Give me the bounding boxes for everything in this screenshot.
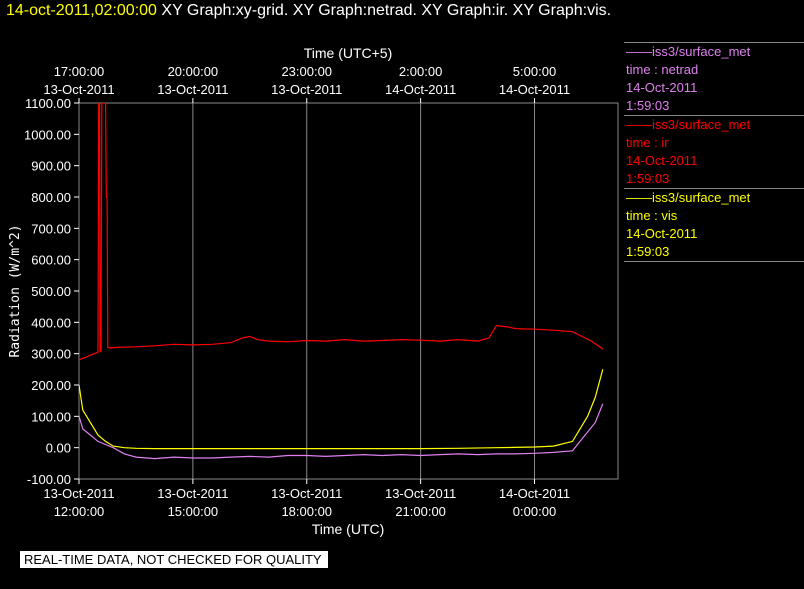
y-tick-label: 400.00: [31, 315, 71, 330]
y-tick-label: 100.00: [31, 409, 71, 424]
y-axis-label: Radiation (W/m^2): [8, 224, 23, 357]
x-tick-date: 13-Oct-2011: [385, 486, 456, 501]
legend-var: time : vis: [626, 208, 678, 223]
legend-entry-ir: ——iss3/surface_met time : ir 14-Oct-2011…: [624, 116, 804, 188]
y-tick-label: 1100.00: [25, 96, 71, 111]
series-vis-line: [79, 369, 604, 450]
x2-tick-time: 2:00:00: [399, 64, 442, 79]
legend-entry-netrad: ——iss3/surface_met time : netrad 14-Oct-…: [624, 43, 804, 115]
x2-axis-label: Time (UTC+5): [304, 45, 393, 61]
x-tick-time: 12:00:00: [54, 504, 105, 519]
grid-lines: [192, 103, 535, 479]
x-tick-time: 18:00:00: [281, 504, 332, 519]
legend-date: 14-Oct-2011: [626, 226, 698, 241]
series-lines: [79, 103, 604, 460]
x2-tick-time: 23:00:00: [281, 64, 332, 79]
x-tick-time: 0:00:00: [513, 504, 556, 519]
x-tick-date: 13-Oct-2011: [271, 486, 342, 501]
x-tick-date: 14-Oct-2011: [499, 486, 570, 501]
legend: ——iss3/surface_met time : netrad 14-Oct-…: [624, 42, 804, 262]
x2-tick-date: 14-Oct-2011: [499, 82, 570, 97]
quality-banner: REAL-TIME DATA, NOT CHECKED FOR QUALITY: [20, 551, 328, 568]
x2-tick-date: 13-Oct-2011: [271, 82, 342, 97]
y-tick-label: 0.00: [46, 441, 71, 456]
x-tick-time: 15:00:00: [168, 504, 219, 519]
y-tick-label: 500.00: [31, 284, 71, 299]
x2-tick-date: 13-Oct-2011: [157, 82, 228, 97]
legend-entry-vis: ——iss3/surface_met time : vis 14-Oct-201…: [624, 189, 804, 261]
y-axis: 1100.00 1000.00 900.00 800.00 700.00 600.00 50…: [24, 96, 79, 487]
x-tick-time: 21:00:00: [395, 504, 446, 519]
x-axis-bottom: 13-Oct-2011 12:00:00 13-Oct-2011 15:00:00 13…: [43, 479, 570, 519]
x2-tick-date: 13-Oct-2011: [43, 82, 114, 97]
y-tick-label: 600.00: [31, 253, 71, 268]
legend-name: ——iss3/surface_met: [626, 44, 751, 59]
plot-frame: [78, 102, 619, 480]
legend-date: 14-Oct-2011: [626, 153, 698, 168]
legend-time: 1:59:03: [626, 98, 670, 113]
graph-list: XY Graph:xy-grid. XY Graph:netrad. XY Gr…: [161, 2, 612, 19]
x2-tick-date: 14-Oct-2011: [385, 82, 456, 97]
x-axis-top: 17:00:00 13-Oct-2011 20:00:00 13-Oct-2011 23…: [43, 64, 570, 103]
y-tick-label: 300.00: [31, 347, 71, 362]
graph-title: 14-oct-2011,02:00:00 XY Graph:xy-grid. X…: [6, 2, 611, 20]
y-tick-label: 200.00: [31, 378, 71, 393]
series-ir-line: [79, 103, 604, 361]
legend-time: 1:59:03: [626, 171, 670, 186]
x2-tick-time: 20:00:00: [168, 64, 219, 79]
y-tick-label: 800.00: [31, 190, 71, 205]
y-tick-label: 1000.00: [24, 127, 71, 142]
legend-name: ——iss3/surface_met: [626, 190, 751, 205]
legend-var: time : ir: [626, 135, 669, 150]
x-axis-label: Time (UTC): [312, 521, 385, 537]
y-tick-label: -100.00: [27, 472, 71, 487]
y-tick-label: 900.00: [31, 159, 71, 174]
legend-date: 14-Oct-2011: [626, 80, 698, 95]
legend-var: time : netrad: [626, 62, 699, 77]
x2-tick-time: 5:00:00: [513, 64, 556, 79]
y-tick-label: 700.00: [31, 221, 71, 236]
x-tick-date: 13-Oct-2011: [157, 486, 228, 501]
x2-tick-time: 17:00:00: [54, 64, 105, 79]
timestamp: 14-oct-2011,02:00:00: [6, 2, 157, 19]
legend-name: ——iss3/surface_met: [626, 117, 751, 132]
legend-time: 1:59:03: [626, 244, 670, 259]
series-netrad-line: [79, 403, 604, 460]
x-tick-date: 13-Oct-2011: [43, 486, 114, 501]
